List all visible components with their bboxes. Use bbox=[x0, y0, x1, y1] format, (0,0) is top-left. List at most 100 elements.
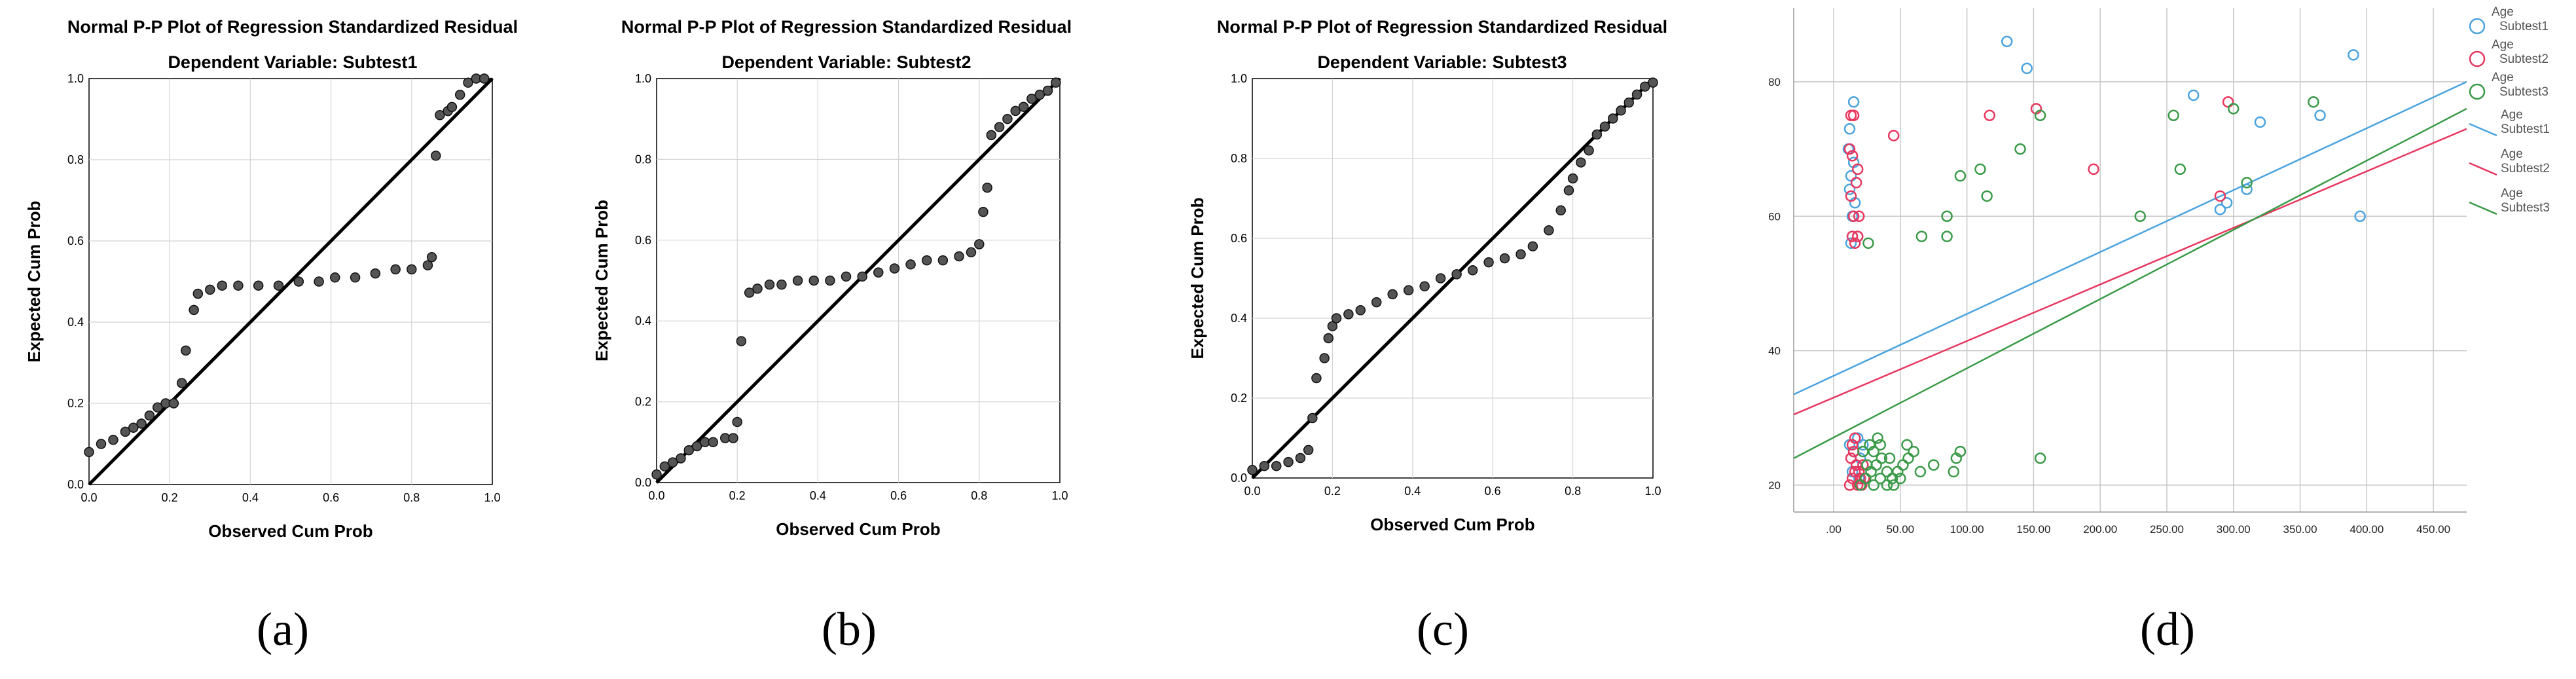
y-tick-label: 40 bbox=[1768, 345, 1781, 358]
data-point bbox=[1846, 150, 1859, 162]
data-point bbox=[2001, 35, 2013, 48]
data-point bbox=[1857, 439, 1869, 451]
data-point bbox=[1403, 285, 1414, 296]
data-point bbox=[667, 457, 678, 468]
data-point bbox=[1847, 210, 1860, 223]
data-point bbox=[1861, 459, 1873, 471]
y-tick-label: 0.4 bbox=[1231, 312, 1247, 325]
legend-line bbox=[2469, 201, 2497, 215]
x-tick-label: 0.2 bbox=[1324, 485, 1341, 498]
reference-line bbox=[1251, 77, 1654, 479]
data-point bbox=[463, 77, 473, 88]
x-tick-label: 150.00 bbox=[2016, 523, 2050, 536]
data-point bbox=[1499, 253, 1510, 264]
x-tick-label: 0.2 bbox=[162, 491, 178, 504]
data-point bbox=[1948, 466, 1960, 478]
data-point bbox=[2174, 163, 2186, 175]
data-point bbox=[1002, 113, 1013, 124]
x-tick-label: 0.0 bbox=[648, 489, 664, 502]
data-point bbox=[390, 264, 401, 275]
data-point bbox=[1303, 445, 1314, 456]
data-point bbox=[152, 402, 163, 413]
y-tick-label: 0.8 bbox=[1231, 152, 1247, 165]
data-point bbox=[2241, 177, 2253, 189]
chart-title: Normal P-P Plot of Regression Standardiz… bbox=[1217, 17, 1667, 37]
data-point bbox=[676, 453, 686, 464]
data-point bbox=[1527, 241, 1538, 251]
chart-subtitle: Dependent Variable: Subtest1 bbox=[168, 52, 417, 72]
x-tick-label: 1.0 bbox=[1051, 489, 1068, 502]
data-point bbox=[108, 435, 118, 445]
x-tick-label: 400.00 bbox=[2349, 523, 2384, 536]
legend-label: Age bbox=[2492, 38, 2514, 52]
data-point bbox=[857, 271, 867, 282]
data-point bbox=[1883, 452, 1896, 464]
data-point bbox=[446, 101, 458, 113]
legend-marker bbox=[2469, 18, 2486, 35]
y-tick-label: 20 bbox=[1768, 479, 1781, 492]
data-point bbox=[2168, 109, 2179, 122]
legend-label: Subtest3 bbox=[2499, 85, 2549, 99]
data-point bbox=[1467, 265, 1478, 276]
x-axis-label: Observed Cum Prob bbox=[208, 521, 372, 541]
data-point bbox=[1555, 205, 1566, 216]
data-point bbox=[1845, 237, 1857, 249]
panel-caption: (a) bbox=[257, 603, 309, 655]
data-point bbox=[1855, 472, 1866, 485]
data-point bbox=[1311, 373, 1322, 384]
data-point bbox=[1981, 190, 1993, 202]
panel-caption: (c) bbox=[1417, 603, 1469, 655]
data-point bbox=[873, 267, 884, 278]
data-point bbox=[1355, 305, 1366, 316]
data-point bbox=[1914, 466, 1927, 478]
scatter-plot-d: .00 50.00 100.00 150.00 200.00 250.00 300.00 35… bbox=[1768, 8, 2467, 536]
data-point bbox=[982, 182, 992, 193]
data-point bbox=[691, 441, 702, 452]
data-point bbox=[407, 264, 417, 275]
y-tick-label: 0.8 bbox=[67, 153, 84, 166]
data-point bbox=[273, 280, 284, 291]
data-point bbox=[986, 130, 997, 141]
legend-marker bbox=[2469, 50, 2486, 67]
data-point bbox=[1901, 439, 1913, 451]
y-tick-label: 1.0 bbox=[1231, 72, 1247, 85]
data-point bbox=[422, 260, 433, 270]
data-point bbox=[1974, 163, 1986, 175]
x-tick-label: 350.00 bbox=[2283, 523, 2317, 536]
legend-label: Subtest1 bbox=[2499, 20, 2549, 33]
y-tick-label: 0.0 bbox=[1231, 471, 1247, 485]
x-tick-label: 0.0 bbox=[1244, 485, 1260, 498]
plot-area bbox=[1794, 8, 2467, 512]
data-point bbox=[954, 251, 964, 262]
data-point bbox=[176, 378, 187, 388]
data-point bbox=[1846, 230, 1859, 242]
data-point bbox=[1544, 225, 1554, 236]
data-point bbox=[1271, 460, 1282, 471]
data-point bbox=[1847, 96, 1860, 108]
data-point bbox=[1042, 85, 1053, 96]
data-point bbox=[1954, 170, 1967, 182]
data-point bbox=[2088, 163, 2099, 175]
fit-line bbox=[1794, 81, 2467, 395]
data-point bbox=[2228, 103, 2240, 115]
data-point bbox=[128, 422, 139, 433]
y-tick-label: 1.0 bbox=[635, 72, 651, 85]
chart-subtitle: Dependent Variable: Subtest2 bbox=[721, 52, 971, 72]
data-point bbox=[1851, 163, 1864, 175]
data-point bbox=[435, 110, 445, 120]
x-tick-label: 0.4 bbox=[810, 489, 826, 502]
data-point bbox=[764, 279, 775, 290]
data-point bbox=[96, 439, 107, 449]
data-point bbox=[1984, 109, 1995, 122]
pp-plot-b: 0.0 0.2 0.4 0.6 0.8 1.0 0.0 0.2 0.4 0.6 0.8 1.0 Norm… bbox=[592, 17, 1072, 539]
data-point bbox=[1846, 439, 1859, 451]
data-point bbox=[2134, 210, 2147, 223]
data-point bbox=[168, 398, 179, 409]
legend-line bbox=[2469, 162, 2497, 176]
data-point bbox=[1843, 123, 1856, 135]
y-tick-label: 0.6 bbox=[635, 234, 651, 247]
panel-caption: (b) bbox=[822, 603, 877, 655]
legend-marker bbox=[2469, 83, 2486, 100]
data-point bbox=[1857, 445, 1869, 458]
data-point bbox=[2254, 116, 2266, 128]
